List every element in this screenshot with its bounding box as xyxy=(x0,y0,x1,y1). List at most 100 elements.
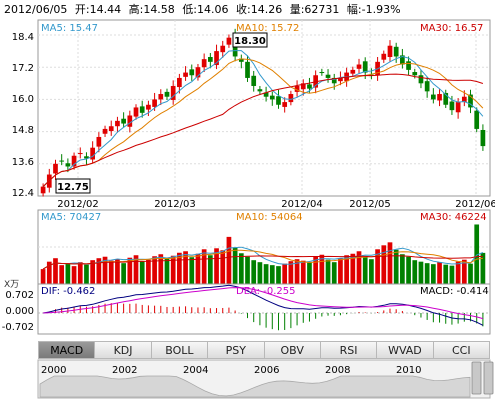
candle-body-50 xyxy=(350,69,356,74)
volume-bar-4 xyxy=(65,263,71,284)
candle-body-70 xyxy=(474,110,480,129)
candle-body-25 xyxy=(195,67,201,78)
candle-body-61 xyxy=(418,75,424,84)
max-annotation: 18.30 xyxy=(232,32,268,48)
volume-bar-36 xyxy=(263,264,269,284)
volume-bar-30 xyxy=(226,236,232,284)
tab-kdj[interactable]: KDJ xyxy=(94,341,151,359)
volume-bar-57 xyxy=(393,249,399,284)
timeline-handle-left[interactable] xyxy=(471,361,482,395)
volume-bar-14 xyxy=(127,257,133,284)
candle-body-0 xyxy=(40,186,46,194)
volume-bar-64 xyxy=(437,262,442,284)
volume-bar-6 xyxy=(77,262,83,284)
price-moving-averages xyxy=(42,50,484,187)
tab-psy[interactable]: PSY xyxy=(207,341,264,359)
candle-body-46 xyxy=(325,74,331,78)
candle-body-43 xyxy=(307,84,312,89)
tab-boll[interactable]: BOLL xyxy=(150,341,208,359)
candle-body-51 xyxy=(356,64,362,69)
indicator-tab-bar: MACD KDJ BOLL PSY OBV RSI WVAD CCI xyxy=(38,341,490,359)
candle-body-24 xyxy=(189,69,195,76)
volume-bar-33 xyxy=(245,256,250,284)
candle-body-45 xyxy=(319,72,325,74)
ma5-label: MA5: 15.47 xyxy=(41,23,98,34)
volume-bars xyxy=(40,224,486,284)
volume-bar-26 xyxy=(201,249,207,284)
tab-rsi[interactable]: RSI xyxy=(319,341,377,359)
xtick-2: 2012/04 xyxy=(281,199,323,210)
candle-body-60 xyxy=(412,72,418,76)
candle-body-71 xyxy=(480,129,486,147)
volume-bar-71 xyxy=(480,252,486,284)
volume-unit-label: X万 xyxy=(4,280,19,290)
tab-wvad[interactable]: WVAD xyxy=(376,341,433,359)
tab-cci[interactable]: CCI xyxy=(432,341,490,359)
candle-body-35 xyxy=(257,89,263,92)
volume-bar-40 xyxy=(288,261,294,284)
header-close: 收:14.26 xyxy=(236,2,282,16)
volume-bar-18 xyxy=(152,256,157,284)
candle-body-7 xyxy=(84,156,89,159)
volume-bar-52 xyxy=(362,257,368,284)
candle-body-32 xyxy=(238,58,244,62)
candle-body-38 xyxy=(276,96,281,105)
volume-bar-70 xyxy=(474,224,480,284)
price-y-axis: 18.4 17.2 16.0 14.8 13.6 12.4 xyxy=(12,32,34,199)
candle-body-55 xyxy=(381,53,387,60)
tab-obv[interactable]: OBV xyxy=(263,341,320,359)
volume-bar-17 xyxy=(146,259,151,284)
volume-bar-48 xyxy=(338,258,343,284)
candle-body-16 xyxy=(139,106,145,113)
candle-body-69 xyxy=(468,94,473,108)
volume-bar-39 xyxy=(282,263,288,284)
volume-bar-19 xyxy=(158,254,164,284)
candle-body-57 xyxy=(393,46,399,57)
volume-bar-62 xyxy=(424,263,430,284)
min-annotation-text: 12.75 xyxy=(57,182,89,193)
volume-bar-11 xyxy=(108,260,114,284)
header-low: 低:14.06 xyxy=(182,3,228,16)
price-ytick-3: 14.8 xyxy=(12,125,34,136)
volume-bar-56 xyxy=(387,242,393,284)
ma30-line xyxy=(42,73,484,187)
volume-bar-58 xyxy=(400,254,405,284)
volume-bar-9 xyxy=(96,258,102,284)
macd-ytick-0: 0.702 xyxy=(5,290,34,301)
candle-body-18 xyxy=(152,99,157,107)
candle-body-56 xyxy=(387,45,393,58)
volume-bar-32 xyxy=(238,253,244,284)
volume-bar-55 xyxy=(381,245,387,284)
candle-body-27 xyxy=(207,57,213,62)
volume-bar-3 xyxy=(59,265,65,284)
volume-bar-45 xyxy=(319,254,325,284)
volume-bar-28 xyxy=(214,248,219,284)
candle-body-9 xyxy=(96,136,102,147)
volume-bar-59 xyxy=(406,256,411,284)
header-high: 高:14.58 xyxy=(129,2,175,16)
candle-body-15 xyxy=(133,107,139,117)
volume-bar-66 xyxy=(449,265,455,284)
ma5-line xyxy=(42,50,484,187)
timeline-year-2: 2004 xyxy=(183,365,208,376)
svg-text:2012/06/05 开:14.44: 2012/06/05 开:14.44 高:14.58 低:14.06 收:14.… xyxy=(4,2,401,16)
candle-body-17 xyxy=(146,104,151,110)
volume-bar-5 xyxy=(71,266,77,284)
tab-macd[interactable]: MACD xyxy=(38,341,95,359)
candle-body-6 xyxy=(77,153,83,155)
volume-bar-38 xyxy=(276,266,281,284)
candle-body-20 xyxy=(164,91,170,97)
macd-ytick-1: 0.000 xyxy=(5,306,34,317)
timeline-year-4: 2008 xyxy=(325,365,350,376)
volume-bar-1 xyxy=(46,261,52,284)
volume-bar-20 xyxy=(164,258,170,284)
candle-body-62 xyxy=(424,81,430,92)
candle-body-48 xyxy=(338,77,343,82)
header-open: 开:14.44 xyxy=(75,3,121,16)
timeline-handle-right[interactable] xyxy=(483,361,494,395)
volume-moving-averages xyxy=(42,246,484,270)
candle-body-26 xyxy=(201,59,207,68)
candle-body-14 xyxy=(127,115,133,127)
candle-body-30 xyxy=(226,37,232,45)
